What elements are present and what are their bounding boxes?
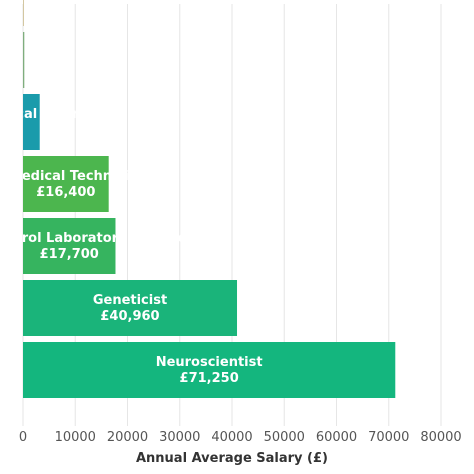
bar-category-label: Neuroscientist <box>156 355 263 370</box>
x-tick-label: 70000 <box>368 430 409 445</box>
bar <box>23 94 40 150</box>
bar-value-label: £17,700 <box>40 247 99 262</box>
x-tick-label: 50000 <box>264 430 305 445</box>
bars <box>23 0 396 398</box>
x-tick-label: 60000 <box>316 430 357 445</box>
x-tick-label: 0 <box>19 430 27 445</box>
bar-category-label: Biomedical Scientist <box>0 107 106 122</box>
bar-labels: Neuroscientist£71,250 Geneticist£40,960 Qu… <box>0 107 263 386</box>
x-tick-label: 40000 <box>211 430 252 445</box>
bar-value-label: £40,960 <box>100 309 159 324</box>
bar-category-label: Biomedical Technician <box>0 169 147 184</box>
bar <box>23 218 116 274</box>
bar-category-label: Geneticist <box>93 293 167 308</box>
x-tick-label: 80000 <box>420 430 461 445</box>
x-tick-label: 20000 <box>107 430 148 445</box>
bar <box>23 156 109 212</box>
bar <box>23 342 396 398</box>
bar-value-label: £16,400 <box>36 185 95 200</box>
x-axis-ticks: 0 10000 20000 30000 40000 50000 60000 70000 8000… <box>19 430 462 445</box>
x-tick-label: 10000 <box>55 430 96 445</box>
bar-value-label: £71,250 <box>180 371 239 386</box>
bar-category-label: Quality Control Laboratory Technician <box>0 231 208 246</box>
grid-lines <box>22 4 442 426</box>
bar <box>23 32 25 88</box>
x-axis-title: Annual Average Salary (£) <box>136 451 328 466</box>
x-tick-label: 30000 <box>159 430 200 445</box>
bar <box>23 280 238 336</box>
bar <box>23 0 24 26</box>
